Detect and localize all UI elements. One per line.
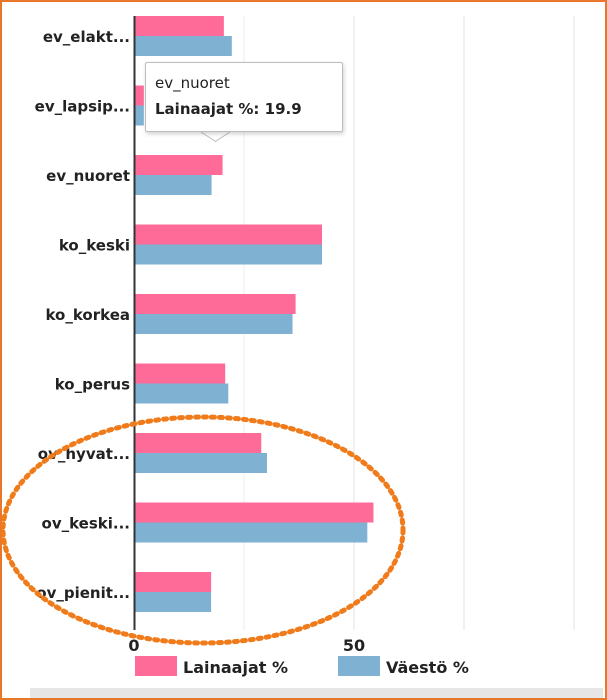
bar-lainaajat[interactable] bbox=[135, 363, 226, 384]
legend-label-lainaajat[interactable]: Lainaajat % bbox=[183, 658, 288, 677]
bar-vaesto[interactable] bbox=[135, 36, 232, 56]
horizontal-scrollbar[interactable] bbox=[30, 688, 603, 698]
category-label: ko_korkea bbox=[45, 306, 130, 324]
bars bbox=[135, 16, 374, 612]
bar-vaesto[interactable] bbox=[135, 314, 293, 334]
bar-vaesto[interactable] bbox=[135, 592, 212, 612]
x-tick-label: 50 bbox=[343, 636, 365, 655]
category-label: ev_nuoret bbox=[46, 167, 130, 185]
tooltip-value-line: Lainaajat %: 19.9 bbox=[155, 100, 302, 118]
x-axis-ticks: 0 50 bbox=[128, 636, 365, 655]
legend-swatch-lainaajat[interactable] bbox=[135, 656, 177, 676]
bar-vaesto[interactable] bbox=[135, 383, 229, 404]
bar-lainaajat[interactable] bbox=[135, 433, 262, 453]
bar-lainaajat[interactable] bbox=[135, 502, 374, 523]
tooltip: ev_nuoret Lainaajat %: 19.9 bbox=[145, 62, 343, 142]
tooltip-box bbox=[145, 62, 343, 132]
bar-vaesto[interactable] bbox=[135, 175, 212, 195]
bar-vaesto[interactable] bbox=[135, 522, 368, 543]
bar-vaesto[interactable] bbox=[135, 105, 144, 126]
bar-vaesto[interactable] bbox=[135, 453, 267, 473]
category-label: ev_lapsip... bbox=[35, 98, 130, 116]
bar-lainaajat[interactable] bbox=[135, 85, 144, 106]
bar-vaesto[interactable] bbox=[135, 244, 322, 265]
bar-lainaajat[interactable] bbox=[135, 294, 296, 314]
category-label: ev_elakt... bbox=[43, 28, 130, 46]
bar-lainaajat[interactable] bbox=[135, 224, 322, 245]
bar-lainaajat[interactable] bbox=[135, 155, 223, 175]
tooltip-label: Lainaajat %: bbox=[155, 100, 260, 118]
category-label: ov_pienit... bbox=[36, 584, 130, 602]
tooltip-value: 19.9 bbox=[264, 100, 302, 118]
legend-label-vaesto[interactable]: Väestö % bbox=[386, 658, 469, 677]
highlight-ellipse bbox=[0, 414, 406, 646]
bar-lainaajat[interactable] bbox=[135, 572, 212, 592]
category-label: ko_keski bbox=[59, 237, 130, 255]
bar-lainaajat[interactable] bbox=[135, 16, 224, 36]
x-tick-label: 0 bbox=[128, 636, 139, 655]
category-label: ko_perus bbox=[55, 376, 130, 394]
category-label: ov_keski... bbox=[42, 515, 130, 533]
category-labels: ev_elakt... ev_lapsip... ev_nuoret ko_keski… bbox=[35, 28, 130, 602]
legend[interactable]: Lainaajat % Väestö % bbox=[135, 656, 469, 677]
legend-swatch-vaesto[interactable] bbox=[338, 656, 380, 676]
tooltip-title: ev_nuoret bbox=[155, 74, 230, 92]
